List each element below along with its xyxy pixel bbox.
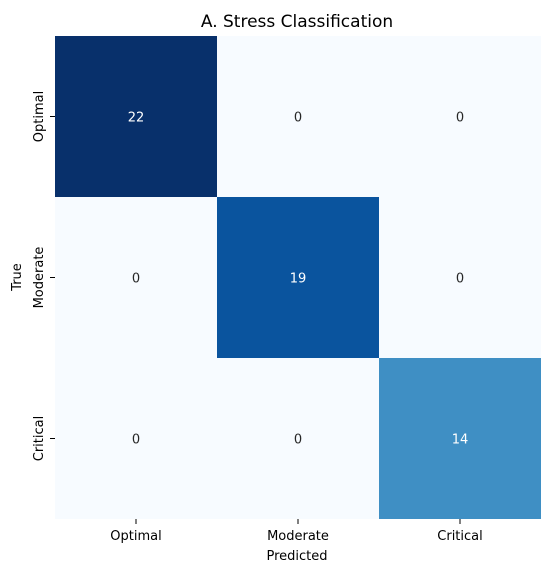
cell-value-label-r1-c2: 0 [456,272,464,287]
chart-title: A. Stress Classification [201,12,393,32]
cell-value-label-r2-c1: 0 [294,433,302,448]
heatmap-cells [55,36,541,519]
heatmap-cell-r0-c1 [217,36,379,197]
cell-value-label-r2-c0: 0 [132,433,140,448]
y-axis-label: True [10,263,25,292]
heatmap-cell-r2-c2 [379,358,541,519]
heatmap-cell-r1-c1 [217,197,379,358]
heatmap-cell-r2-c0 [55,358,217,519]
heatmap-cell-r1-c2 [379,197,541,358]
x-tick-label-2: Critical [437,529,482,544]
y-tick-label-0: Optimal [32,91,47,142]
heatmap-cell-r0-c0 [55,36,217,197]
cell-value-labels: 22 0 0 0 19 0 0 0 14 [128,111,469,448]
heatmap-cell-r0-c2 [379,36,541,197]
x-axis-label: Predicted [266,549,327,564]
x-tick-label-1: Moderate [267,529,329,544]
cell-value-label-r0-c0: 22 [128,111,145,126]
y-tick-label-1: Moderate [32,247,47,309]
x-axis-ticks: Optimal Moderate Critical [110,519,483,544]
heatmap-cell-r1-c0 [55,197,217,358]
cell-value-label-r1-c0: 0 [132,272,140,287]
cell-value-label-r1-c1: 19 [290,272,307,287]
y-tick-label-2: Critical [32,416,47,461]
heatmap-cell-r2-c1 [217,358,379,519]
x-tick-label-0: Optimal [110,529,161,544]
y-axis-ticks: Optimal Moderate Critical [32,91,55,461]
cell-value-label-r2-c2: 14 [452,433,469,448]
cell-value-label-r0-c1: 0 [294,111,302,126]
cell-value-label-r0-c2: 0 [456,111,464,126]
